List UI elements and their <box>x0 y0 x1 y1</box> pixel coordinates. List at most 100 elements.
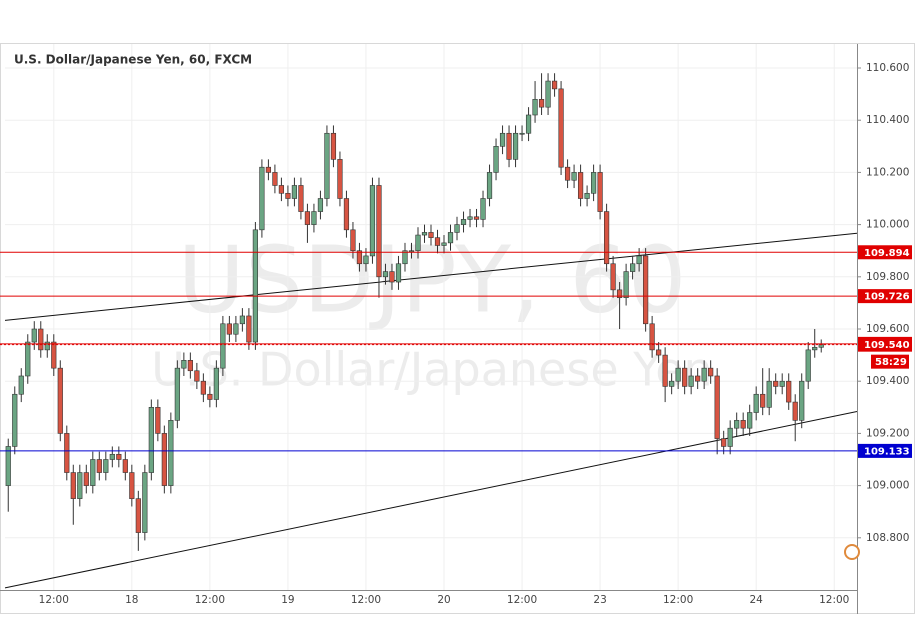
candle-body <box>577 172 584 199</box>
candle-body <box>389 271 395 283</box>
candle-body <box>12 393 18 447</box>
candle-body <box>77 472 83 499</box>
settings-icon[interactable] <box>844 544 860 560</box>
level-tag <box>858 245 912 260</box>
candle-body <box>272 172 278 186</box>
candle-body <box>441 242 447 246</box>
candle-body <box>786 380 792 403</box>
candle-body <box>571 172 577 181</box>
x-tick-label: 18 <box>125 594 138 606</box>
level-label: 109.894 <box>864 248 910 259</box>
x-tick-label: 12:00 <box>195 594 225 606</box>
candle-body <box>805 349 811 382</box>
candle-body <box>623 271 629 298</box>
candle-body <box>187 360 193 372</box>
x-tick-label: 24 <box>750 594 764 606</box>
y-tick-label: 110.000 <box>866 219 909 231</box>
candle-body <box>350 229 356 252</box>
candle-body <box>324 132 330 199</box>
candle-body <box>630 263 636 272</box>
candle-body <box>38 328 44 351</box>
candle-body <box>467 216 473 220</box>
candle-body <box>408 250 415 253</box>
candle-body <box>90 459 96 486</box>
candle-body <box>343 198 350 231</box>
candle-body <box>564 166 571 181</box>
candle-body <box>428 232 434 238</box>
candle-body <box>51 341 57 369</box>
candle-body <box>168 420 174 486</box>
candle-body <box>181 360 187 369</box>
candle-body <box>747 412 753 429</box>
candle-body <box>155 407 161 434</box>
candle-body <box>161 433 167 486</box>
candle-body <box>721 438 727 447</box>
candle-body <box>70 472 76 499</box>
candle-body <box>649 323 655 351</box>
candle-body <box>213 367 219 400</box>
candle-body <box>525 114 532 134</box>
candle-body <box>799 380 805 421</box>
candle-body <box>226 323 232 335</box>
y-tick-label: 109.200 <box>866 427 909 439</box>
candle-body <box>395 263 402 283</box>
candle-body <box>682 367 688 387</box>
x-tick-label: 12:00 <box>819 594 849 606</box>
x-tick-label: 12:00 <box>507 594 537 606</box>
y-tick-label: 110.200 <box>866 166 909 178</box>
level-label: 109.540 <box>864 340 910 351</box>
candle-body <box>415 234 421 252</box>
candle-body <box>278 185 285 194</box>
candle-body <box>597 172 603 212</box>
candle-body <box>792 401 798 421</box>
candle-body <box>57 367 63 434</box>
candle-body <box>590 172 597 194</box>
candle-body <box>740 420 746 429</box>
candle-body <box>532 99 538 116</box>
y-tick-label: 110.400 <box>866 114 909 126</box>
candle-body <box>727 427 733 447</box>
candle-body <box>337 159 343 199</box>
candle-body <box>5 446 11 486</box>
watermark-name: U.S. Dollar/Japanese Yen <box>151 343 712 397</box>
x-tick-label: 12:00 <box>39 594 69 606</box>
candle-body <box>31 328 37 343</box>
trend-line <box>4 410 858 589</box>
candle-body <box>480 198 486 220</box>
candle-body <box>116 453 122 460</box>
candle-body <box>200 380 206 395</box>
candle-body <box>604 211 610 265</box>
y-tick-label: 108.800 <box>866 532 909 544</box>
level-label: 109.133 <box>864 446 910 457</box>
candle-body <box>252 229 258 343</box>
candle-body <box>109 453 115 460</box>
candle-body <box>220 323 226 369</box>
candle-body <box>285 192 291 199</box>
candle-body <box>558 88 564 168</box>
candle-body <box>512 132 519 160</box>
candle-body <box>610 263 616 291</box>
y-tick-label: 109.000 <box>866 480 909 492</box>
candle-body <box>103 459 109 473</box>
x-tick-label: 12:00 <box>351 594 381 606</box>
candle-body <box>662 354 668 387</box>
x-tick-label: 19 <box>281 594 294 606</box>
countdown: 58:29 <box>875 357 907 368</box>
candle-body <box>382 271 389 278</box>
candle-body <box>148 407 154 473</box>
candle-body <box>122 459 128 473</box>
chart-title: U.S. Dollar/Japanese Yen, 60, FXCM <box>14 53 252 67</box>
y-tick-label: 109.800 <box>866 271 909 283</box>
candle-body <box>246 315 252 343</box>
candle-body <box>643 255 649 325</box>
candle-body <box>675 367 681 382</box>
candle-body <box>779 380 785 387</box>
candle-body <box>129 472 135 499</box>
candle-body <box>499 132 506 147</box>
level-tag <box>858 443 912 458</box>
level-label: 109.726 <box>864 292 910 303</box>
candle-body <box>18 375 24 395</box>
x-tick-label: 20 <box>437 594 450 606</box>
x-tick-label: 12:00 <box>663 594 693 606</box>
candle-body <box>486 172 493 199</box>
